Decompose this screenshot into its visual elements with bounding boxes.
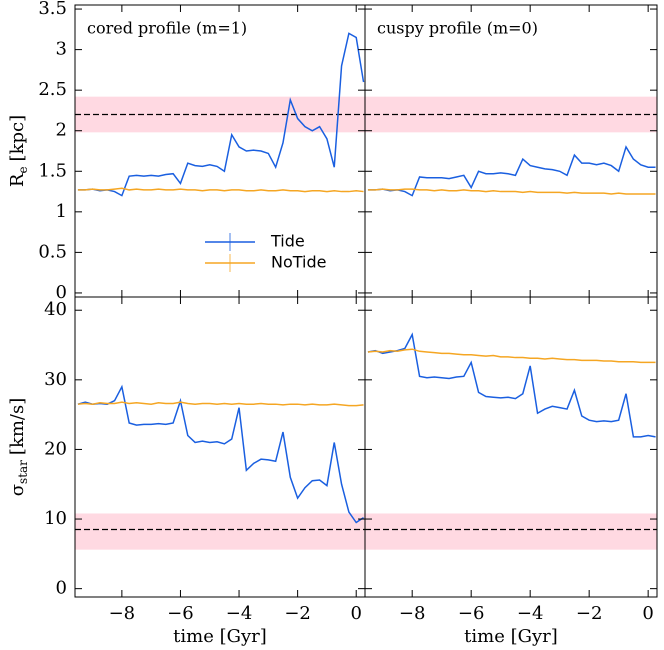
series-line <box>367 348 656 364</box>
plot-area <box>75 32 365 197</box>
axes-frame <box>74 296 366 598</box>
y-tick-label: 3.5 <box>38 0 67 19</box>
legend-label: Tide <box>270 232 305 251</box>
x-tick-label: 0 <box>350 603 361 624</box>
y-axis-symbol: R <box>7 173 28 187</box>
y-tick-label: 0 <box>56 282 67 303</box>
series-line <box>77 187 364 193</box>
x-tick-label: −6 <box>458 603 485 624</box>
y-tick-label: 1.5 <box>38 160 67 181</box>
y-axis-symbol: σ <box>7 484 28 496</box>
y-tick-label: 3 <box>56 39 67 60</box>
series-line <box>367 145 656 197</box>
y-axis-unit: [kpc] <box>7 115 28 162</box>
panel-annotation: cored profile (m=1) <box>87 19 247 38</box>
y-tick-label: 2 <box>56 120 67 141</box>
series-line <box>367 332 656 438</box>
series-line <box>367 188 656 195</box>
axes-frame <box>364 4 658 298</box>
x-axis-label: time [Gyr] <box>173 626 267 647</box>
series-line <box>77 32 365 197</box>
panel: cuspy profile (m=0) <box>364 4 658 298</box>
y-tick-label: 20 <box>44 438 67 459</box>
plot-area <box>75 384 365 550</box>
y-tick-label: 40 <box>44 299 67 320</box>
x-axis-label: time [Gyr] <box>464 626 558 647</box>
x-tick-label: −8 <box>399 603 426 624</box>
axes-frame <box>364 296 658 598</box>
panel-annotation: cuspy profile (m=0) <box>377 19 538 38</box>
reference-band <box>365 513 657 550</box>
y-tick-label: 30 <box>44 369 67 390</box>
y-tick-label: 2.5 <box>38 79 67 100</box>
y-tick-label: 10 <box>44 508 67 529</box>
y-tick-label: 0 <box>56 578 67 599</box>
x-tick-label: −2 <box>284 603 311 624</box>
plot-area <box>365 332 657 550</box>
x-tick-label: −4 <box>226 603 253 624</box>
panel: 0 10 20 30 40 −8 −6 −4 −2 0 time [Gyr] σstar [km/s] <box>7 296 366 647</box>
series-line <box>77 401 364 407</box>
series-line <box>77 384 364 524</box>
y-axis-subscript: star <box>16 460 30 484</box>
reference-band <box>75 513 365 550</box>
y-tick-label: 1 <box>56 201 67 222</box>
x-tick-label: −8 <box>109 603 136 624</box>
panel: −8 −6 −4 −2 0 time [Gyr] <box>364 296 658 647</box>
y-axis-subscript: e <box>16 166 30 173</box>
x-tick-label: −2 <box>576 603 603 624</box>
y-axis-label: Re [kpc] <box>7 115 30 187</box>
x-tick-label: −6 <box>167 603 194 624</box>
y-axis-label: σstar [km/s] <box>7 398 30 497</box>
panel: 0 0.5 1 1.5 2 2.5 3 3.5 cored profile (m=1) Re [kp… <box>7 0 366 303</box>
x-tick-label: −4 <box>517 603 544 624</box>
y-tick-label: 0.5 <box>38 241 67 262</box>
x-tick-label: 0 <box>642 603 653 624</box>
legend-label: NoTide <box>271 253 326 272</box>
plot-area <box>365 96 657 197</box>
y-axis-unit: [km/s] <box>7 398 28 455</box>
